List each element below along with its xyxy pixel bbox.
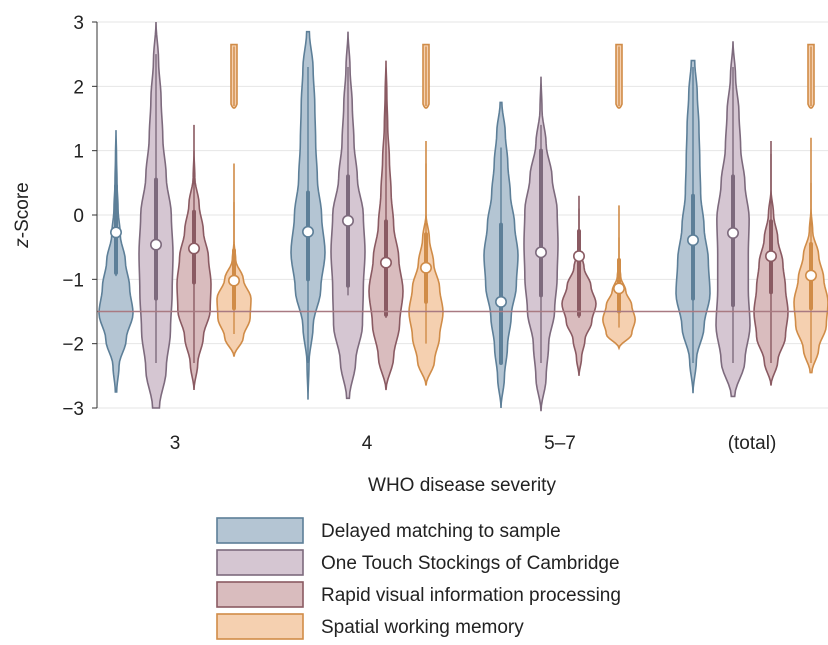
violin [523, 76, 559, 412]
violin-median [534, 246, 547, 259]
violins [97, 21, 828, 412]
y-tick-label: 3 [73, 13, 84, 34]
violin [408, 43, 444, 386]
legend-label: Delayed matching to sample [321, 521, 561, 542]
violin-median [419, 261, 432, 274]
grid [97, 21, 828, 409]
legend-item: Spatial working memory [216, 613, 524, 640]
y-axis-title-rest: -Score [12, 182, 33, 238]
x-tick-label: (total) [728, 433, 777, 454]
violin [753, 141, 789, 386]
x-tick-label: 4 [362, 433, 373, 454]
legend-item: Rapid visual information processing [216, 581, 621, 608]
violin-median [341, 214, 354, 227]
legend-label: Rapid visual information processing [321, 585, 621, 606]
y-axis-title-variable: z [12, 238, 33, 249]
violin [368, 60, 404, 391]
violin [793, 43, 828, 374]
violin [715, 41, 751, 398]
axes: 3 2 1 0 −1 −2 −3 3 4 5–7 (total) [62, 13, 776, 454]
y-tick-label: −2 [62, 335, 84, 356]
legend-item: One Touch Stockings of Cambridge [216, 549, 620, 576]
violin [138, 21, 174, 409]
legend-swatch [216, 517, 304, 544]
violin [561, 195, 597, 376]
legend-swatch [216, 581, 304, 608]
x-tick-label: 3 [170, 433, 181, 454]
y-tick-label: 0 [73, 206, 84, 227]
x-axis-title: WHO disease severity [368, 475, 556, 496]
violin-median [686, 234, 699, 247]
violin [176, 124, 212, 391]
legend-label: One Touch Stockings of Cambridge [321, 553, 620, 574]
violin [602, 43, 636, 351]
y-tick-label: 2 [73, 77, 84, 98]
y-tick-label: 1 [73, 142, 84, 163]
violin-median [188, 242, 201, 255]
violin [290, 30, 326, 400]
legend-swatch [216, 549, 304, 576]
y-axis-title: z-Score [12, 182, 33, 248]
violin [98, 130, 134, 393]
violin [675, 59, 711, 394]
violin-median [612, 282, 625, 295]
violin [483, 101, 519, 409]
violin-median [228, 274, 241, 287]
y-tick-label: −3 [62, 399, 84, 420]
violin-median [764, 250, 777, 263]
violin [216, 43, 252, 357]
violin-median [301, 225, 314, 238]
y-tick-label: −1 [62, 270, 84, 291]
violin-median [804, 269, 817, 282]
violin-median [494, 295, 507, 308]
legend-item: Delayed matching to sample [216, 517, 561, 544]
violin-median [110, 226, 123, 239]
violin-median [379, 256, 392, 269]
legend-label: Spatial working memory [321, 617, 524, 638]
violin-median [150, 238, 163, 251]
legend-swatch [216, 613, 304, 640]
violin [330, 31, 366, 400]
legend: Delayed matching to sample One Touch Stoc… [216, 517, 621, 640]
violin-median [572, 250, 585, 263]
violin-median [726, 227, 739, 240]
x-tick-label: 5–7 [544, 433, 576, 454]
